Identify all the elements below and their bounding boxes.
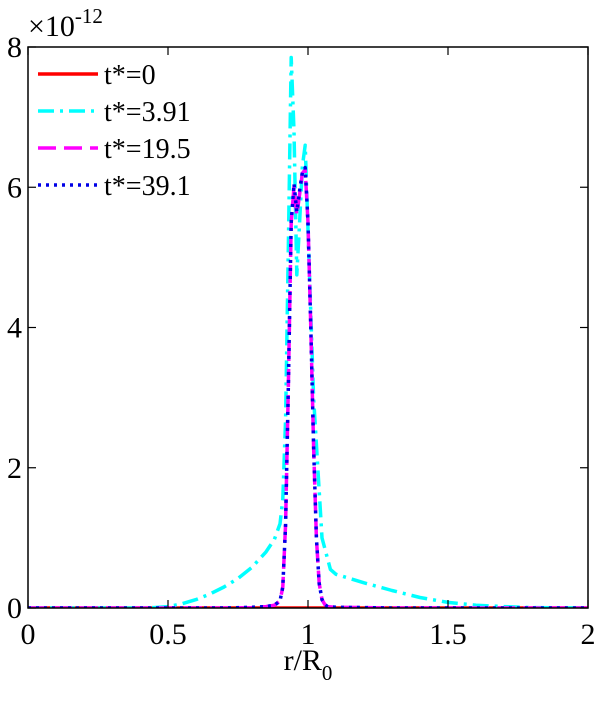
series-layer	[28, 55, 588, 608]
legend-label-1: t*=0	[104, 60, 156, 91]
legend-label-3: t*=19.5	[104, 134, 191, 165]
y-tick-label: 2	[7, 452, 22, 485]
y-exponent-power: -12	[75, 4, 103, 28]
y-tick-label: 6	[7, 171, 22, 204]
x-tick-label: 1	[301, 618, 316, 651]
series-line-2	[28, 55, 588, 608]
y-tick-label: 8	[7, 31, 22, 64]
x-axis-label-subscript: 0	[322, 661, 333, 685]
y-exponent-label: ×10-12	[28, 4, 103, 43]
legend-label-4: t*=39.1	[104, 171, 191, 202]
series-line-4	[28, 165, 588, 608]
y-exponent-base: ×10	[28, 10, 75, 43]
legend: t*=0 t*=3.91 t*=19.5 t*=39.1	[38, 60, 191, 202]
y-tick-label: 0	[7, 592, 22, 625]
x-axis-label: r/R0	[284, 644, 333, 685]
x-axis-label-main: r/R	[284, 644, 322, 677]
y-tick-label: 4	[7, 312, 22, 345]
x-tick-label: 0	[21, 618, 36, 651]
legend-label-2: t*=3.91	[104, 97, 191, 128]
tick-layer: 0 0.5 1 1.5 2 0 2 4 6 8	[7, 31, 596, 651]
x-tick-label: 2	[581, 618, 596, 651]
x-tick-label: 0.5	[149, 618, 187, 651]
x-tick-label: 1.5	[429, 618, 467, 651]
